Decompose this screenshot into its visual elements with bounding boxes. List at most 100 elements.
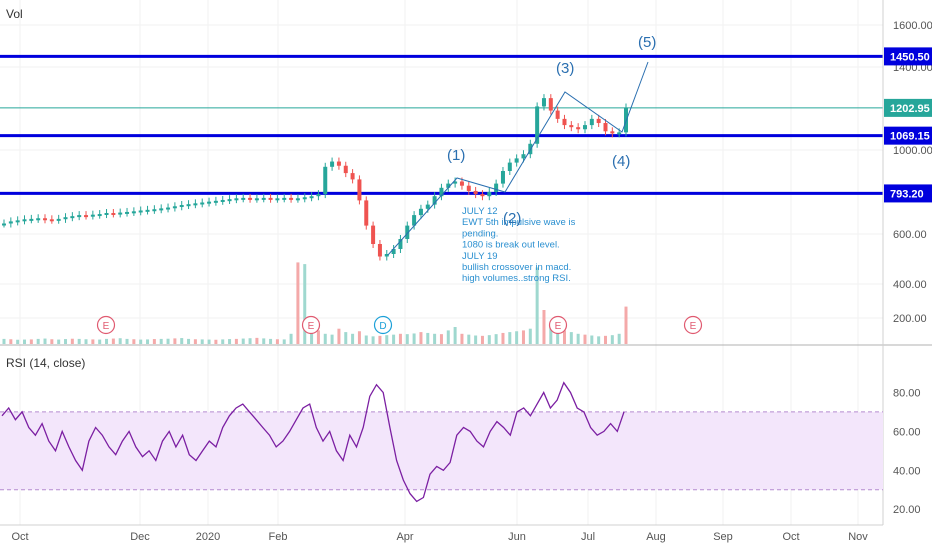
candle-body [152, 209, 157, 212]
candle-body [548, 98, 553, 111]
volume-bar [344, 332, 348, 344]
annotation-line: bullish crossover in macd. [462, 262, 571, 273]
candle-body [521, 154, 526, 159]
volume-bar [357, 331, 361, 344]
volume-bar [282, 339, 286, 344]
candle-body [282, 197, 287, 200]
candle-body [159, 208, 164, 211]
volume-bar [405, 334, 409, 344]
volume-bar [57, 339, 61, 344]
candle-body [535, 106, 540, 144]
candle-body [541, 98, 546, 107]
volume-bar [330, 334, 334, 344]
volume-bar [125, 338, 129, 344]
volume-bar [152, 339, 156, 344]
volume-bar [241, 338, 245, 344]
candle-body [131, 211, 136, 214]
volume-bar [562, 330, 566, 344]
volume-bar [378, 335, 382, 344]
volume-bar [111, 338, 115, 344]
rsi-axis[interactable]: 80.00 60.00 40.00 20.00 [893, 387, 921, 516]
wave-label: (1) [447, 147, 465, 164]
candle-body [350, 173, 355, 180]
volume-bar [84, 339, 88, 344]
volume-bar [36, 338, 40, 344]
candle-body [596, 118, 601, 124]
volume-bar [556, 328, 560, 344]
candle-body [412, 215, 417, 226]
volume-bar [351, 333, 355, 344]
volume-bar [262, 338, 266, 344]
volume-bar [118, 338, 122, 344]
candle-body [84, 215, 89, 218]
volume-bar [576, 333, 580, 344]
annotation-line: JULY 12 [462, 206, 498, 217]
candle-body [234, 198, 239, 201]
volume-bar [303, 264, 307, 344]
candle-body [330, 161, 335, 167]
wave-labels: (1) (2) (3) (4) (5) [447, 34, 656, 227]
candle-body [43, 218, 48, 221]
event-label: E [690, 321, 697, 332]
volume-bar [269, 338, 273, 344]
candle-body [336, 161, 341, 166]
volume-bar [583, 334, 587, 344]
price-tag-bg [884, 184, 932, 203]
candle-body [56, 218, 61, 221]
candle-body [186, 204, 191, 207]
volume-bar [207, 339, 211, 344]
time-tick-label: Oct [782, 531, 799, 543]
volume-bar [16, 339, 20, 344]
volume-bar [214, 339, 218, 344]
volume-bar [603, 335, 607, 344]
volume-bar [323, 333, 327, 344]
event-marker [301, 315, 321, 335]
event-marker [548, 315, 568, 335]
event-marker [683, 315, 703, 335]
rsi-tick-label: 20.00 [893, 504, 921, 516]
volume-bar [228, 339, 232, 344]
candle-body [97, 214, 102, 217]
volume-bar [77, 338, 81, 344]
candle-body [384, 254, 389, 257]
volume-bar [364, 335, 368, 344]
price-axis[interactable]: 1600.001400.001000.00800.00600.00400.002… [893, 20, 932, 325]
volume-bar [487, 335, 491, 344]
volume-bar [29, 339, 33, 344]
wave-label: (2) [503, 210, 521, 227]
candle-body [172, 206, 177, 209]
candle-body [569, 125, 574, 128]
candle-body [36, 218, 41, 221]
price-tick-label: 600.00 [893, 229, 927, 241]
time-tick-label: Feb [269, 531, 288, 543]
elliott-wave-lines [387, 61, 649, 256]
time-tick-label: Dec [130, 531, 150, 543]
volume-bar [460, 333, 464, 344]
candle-body [193, 203, 198, 206]
rsi-tick-label: 60.00 [893, 426, 921, 438]
volume-bar [180, 338, 184, 344]
candle-body [302, 197, 307, 200]
candle-body [418, 208, 423, 216]
volume-bar [590, 335, 594, 344]
candle-body [268, 197, 273, 200]
candle-body [391, 249, 396, 254]
candle-body [227, 199, 232, 202]
rsi-tick-label: 80.00 [893, 387, 921, 399]
candle-body [562, 118, 567, 126]
price-tag-bg [884, 98, 932, 117]
volume-bar [371, 336, 375, 344]
volume-bar [289, 333, 293, 344]
volume-bar [392, 334, 396, 344]
candle-body [507, 162, 512, 171]
candle-body [213, 200, 218, 203]
annotation-line: high volumes..strong RSI. [462, 273, 571, 284]
time-tick-label: Sep [713, 531, 733, 543]
candle-body [166, 207, 171, 210]
time-axis[interactable]: Oct Dec 2020 Feb Apr Jun Jul Aug Sep Oct Nov [11, 531, 868, 543]
volume-bar [98, 339, 102, 344]
price-tag-bg [884, 126, 932, 145]
